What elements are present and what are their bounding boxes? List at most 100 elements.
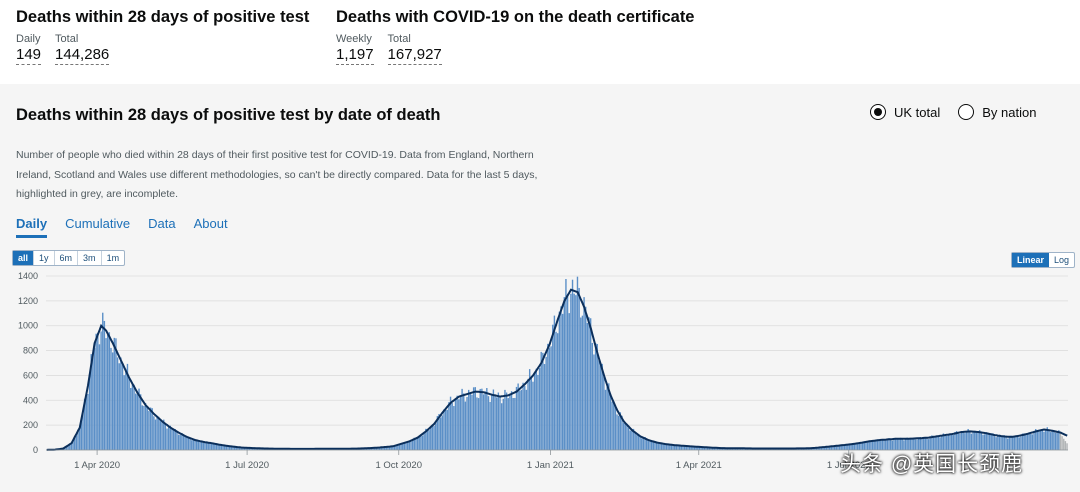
bar bbox=[97, 333, 99, 450]
bar bbox=[937, 435, 940, 450]
bar bbox=[121, 365, 124, 450]
bar bbox=[687, 445, 689, 450]
x-tick-label: 1 Jul 2021 bbox=[827, 460, 871, 471]
tab-daily[interactable]: Daily bbox=[16, 216, 48, 238]
bar bbox=[845, 444, 847, 450]
range-1y-button[interactable]: 1y bbox=[34, 251, 55, 265]
bar bbox=[812, 448, 814, 450]
bar bbox=[583, 297, 585, 450]
bar bbox=[632, 428, 635, 450]
bar bbox=[449, 396, 452, 450]
bar bbox=[210, 443, 213, 450]
bar bbox=[186, 436, 188, 450]
bar bbox=[235, 446, 237, 450]
bar bbox=[898, 438, 900, 450]
radio-by-nation[interactable]: By nation bbox=[958, 104, 1036, 120]
range-6m-button[interactable]: 6m bbox=[55, 251, 79, 265]
radio-uk-total[interactable]: UK total bbox=[870, 104, 940, 120]
bar bbox=[707, 447, 709, 450]
bar bbox=[896, 438, 898, 450]
bar bbox=[431, 424, 434, 450]
bar bbox=[843, 445, 846, 450]
y-tick-label: 800 bbox=[23, 346, 38, 356]
tab-about[interactable]: About bbox=[193, 216, 228, 231]
bar bbox=[858, 442, 861, 450]
bar bbox=[441, 415, 444, 450]
daily-label: Daily bbox=[16, 33, 41, 45]
bar bbox=[990, 433, 992, 450]
scale-linear-button[interactable]: Linear bbox=[1012, 253, 1050, 267]
bar bbox=[695, 447, 697, 450]
bar bbox=[164, 424, 167, 450]
bar bbox=[827, 446, 829, 450]
bar bbox=[181, 433, 183, 450]
bar bbox=[588, 317, 590, 450]
bar bbox=[143, 405, 145, 450]
certificate-total-value[interactable]: 167,927 bbox=[387, 46, 442, 65]
bar bbox=[172, 430, 175, 450]
bar bbox=[690, 446, 692, 450]
bar bbox=[1007, 438, 1009, 450]
daily-deaths-chart[interactable]: 0 200 400 600 800 1000 1200 1400 1 Apr 2020 1 Jul… bbox=[0, 268, 1080, 492]
bar bbox=[982, 434, 984, 450]
total-label: Total bbox=[55, 33, 79, 45]
range-1m-button[interactable]: 1m bbox=[106, 253, 120, 263]
daily-value[interactable]: 149 bbox=[16, 46, 42, 65]
bar bbox=[936, 435, 938, 450]
bar bbox=[500, 403, 503, 450]
bar bbox=[962, 431, 964, 450]
total-value[interactable]: 144,286 bbox=[55, 46, 110, 65]
bar bbox=[527, 378, 529, 450]
bar bbox=[1011, 436, 1014, 450]
bar bbox=[873, 441, 875, 450]
bar bbox=[664, 443, 666, 450]
bar bbox=[230, 445, 233, 450]
range-all-button[interactable]: all bbox=[13, 251, 35, 265]
bar bbox=[683, 446, 686, 450]
range-3m-button[interactable]: 3m bbox=[78, 251, 102, 265]
bar bbox=[647, 441, 650, 450]
bar bbox=[484, 391, 486, 450]
bar bbox=[141, 405, 144, 450]
bar bbox=[543, 364, 546, 450]
tab-cumulative[interactable]: Cumulative bbox=[65, 216, 131, 231]
bar bbox=[857, 443, 859, 450]
bar bbox=[1025, 434, 1027, 450]
bar bbox=[838, 444, 841, 450]
bar bbox=[660, 444, 663, 450]
bar bbox=[479, 388, 481, 450]
bar bbox=[603, 376, 605, 450]
weekly-label: Weekly bbox=[336, 33, 372, 45]
weekly-value[interactable]: 1,197 bbox=[336, 46, 374, 65]
bar bbox=[832, 446, 834, 450]
scale-log-button[interactable]: Log bbox=[1054, 255, 1070, 265]
bar bbox=[868, 441, 870, 450]
bar bbox=[111, 352, 114, 450]
bar bbox=[176, 430, 178, 450]
bar bbox=[941, 436, 943, 450]
bar bbox=[932, 436, 935, 450]
radio-selected-icon bbox=[870, 104, 886, 120]
bar bbox=[878, 440, 880, 450]
bar bbox=[558, 311, 561, 450]
bar bbox=[817, 447, 819, 450]
bar bbox=[557, 333, 559, 450]
bar bbox=[418, 435, 420, 450]
bar bbox=[237, 447, 239, 450]
bar bbox=[420, 435, 422, 450]
bar bbox=[238, 447, 241, 450]
bar bbox=[435, 423, 437, 450]
bar bbox=[815, 447, 818, 450]
bar bbox=[426, 429, 429, 450]
bar bbox=[182, 434, 185, 450]
bar bbox=[711, 447, 714, 450]
bar bbox=[917, 437, 920, 450]
bar bbox=[1044, 429, 1047, 450]
bar bbox=[997, 435, 999, 450]
bar bbox=[105, 338, 107, 450]
bar bbox=[995, 437, 997, 450]
bar bbox=[388, 446, 391, 450]
tab-data[interactable]: Data bbox=[148, 216, 176, 231]
bar bbox=[77, 429, 79, 450]
bar bbox=[980, 431, 983, 450]
